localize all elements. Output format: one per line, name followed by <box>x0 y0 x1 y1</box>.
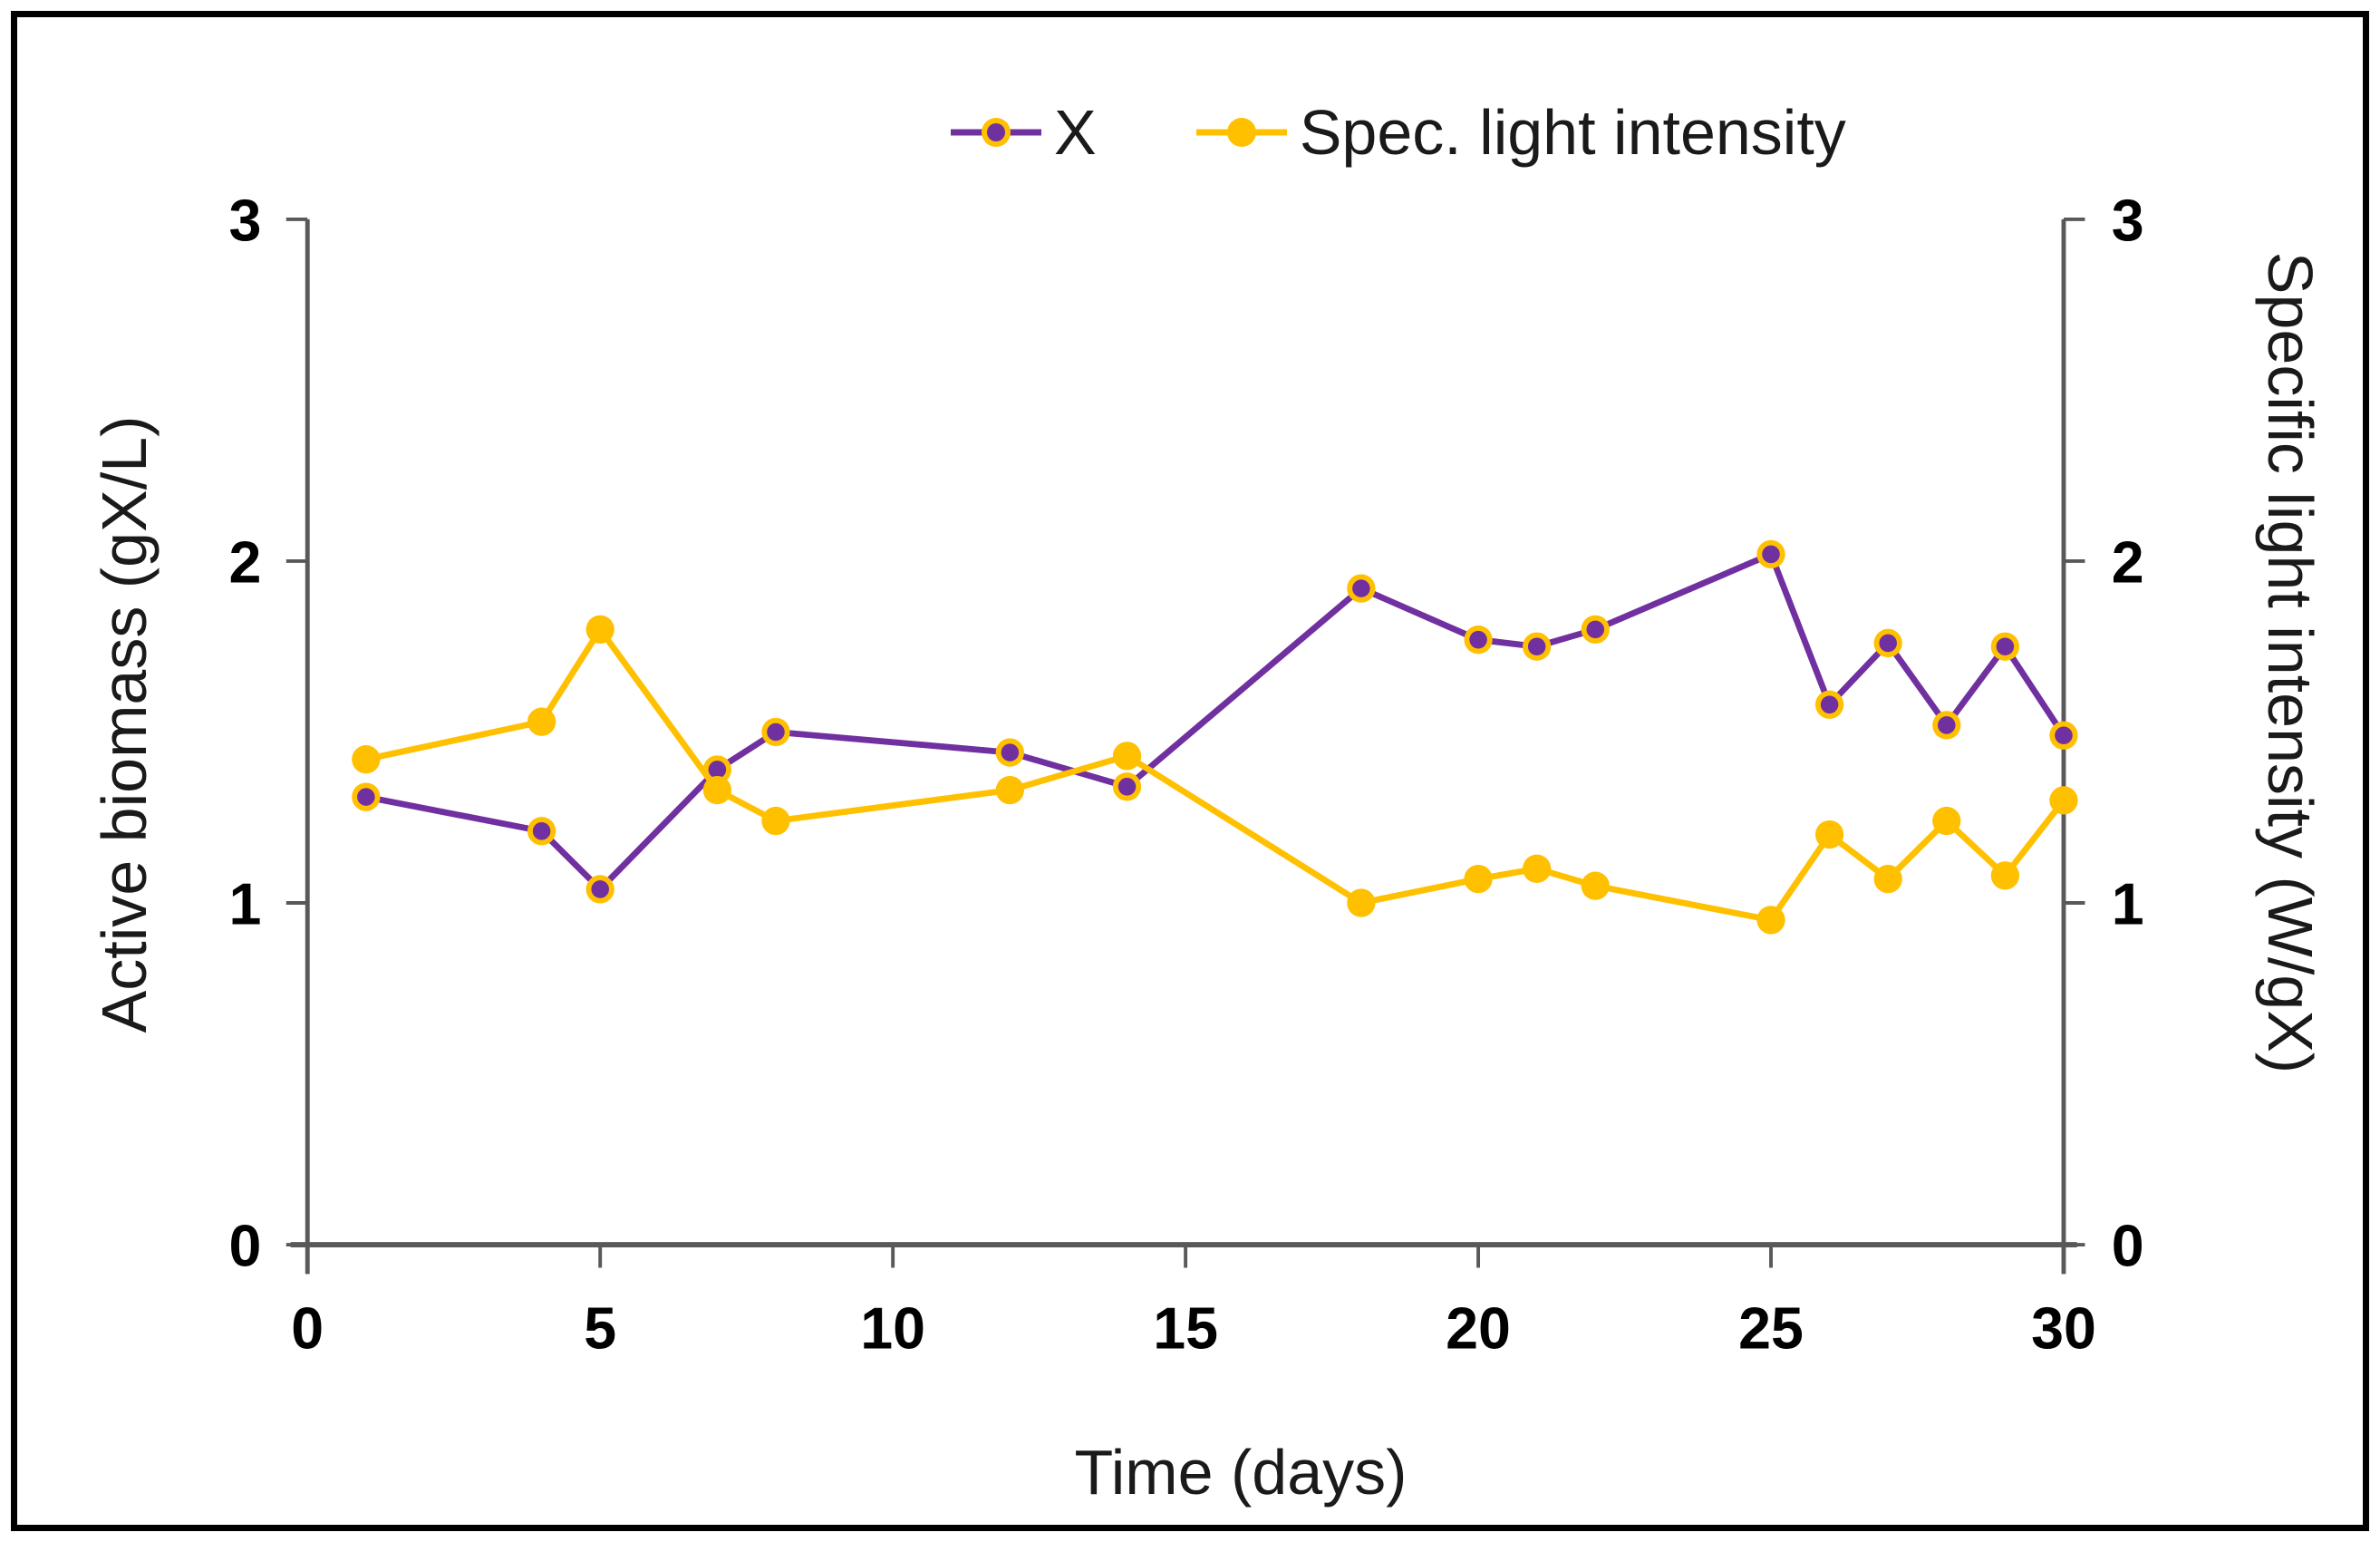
data-point-0 <box>767 723 785 742</box>
y-tick-label-right: 3 <box>2112 188 2144 253</box>
data-point-1 <box>1117 747 1137 765</box>
data-point-1 <box>708 781 727 800</box>
y-tick-label-right: 0 <box>2112 1214 2144 1279</box>
y-tick-label-right: 2 <box>2112 529 2144 595</box>
legend-item-spec-light: Spec. light intensity <box>1195 97 1846 168</box>
data-point-0 <box>1938 716 1956 734</box>
data-point-1 <box>591 620 609 639</box>
data-point-0 <box>1469 630 1487 649</box>
x-tick-label: 10 <box>860 1295 925 1361</box>
data-point-0 <box>591 880 609 898</box>
y-tick-label-right: 1 <box>2112 871 2144 936</box>
legend: X Spec. light intensity <box>951 101 1846 164</box>
y-axis-title-right: Specific light intensity (W/gX) <box>2255 251 2326 1074</box>
legend-label-spec-light: Spec. light intensity <box>1299 97 1846 168</box>
data-point-0 <box>1879 634 1897 653</box>
data-point-1 <box>532 713 551 731</box>
y-axis-title-left: Active biomass (gX/L) <box>89 415 160 1033</box>
legend-item-x: X <box>951 101 1097 164</box>
data-point-1 <box>357 750 375 769</box>
data-point-0 <box>1820 695 1839 714</box>
y-tick-label-left: 3 <box>229 188 262 253</box>
data-point-1 <box>2055 791 2073 810</box>
data-point-1 <box>1762 911 1780 929</box>
data-point-0 <box>1117 778 1137 796</box>
x-tick-label: 5 <box>584 1295 616 1361</box>
data-point-0 <box>357 788 375 806</box>
y-tick-label-left: 1 <box>229 871 262 936</box>
legend-marker-spec-light-icon <box>1195 118 1287 147</box>
x-tick-label: 20 <box>1446 1295 1511 1361</box>
x-tick-label: 15 <box>1153 1295 1218 1361</box>
legend-label-x: X <box>1054 97 1097 168</box>
series-line-0 <box>365 550 2066 893</box>
x-tick-label: 0 <box>291 1295 324 1361</box>
data-point-0 <box>708 761 727 779</box>
y-tick-label-left: 0 <box>229 1214 262 1279</box>
x-tick-label: 30 <box>2031 1295 2096 1361</box>
data-point-0 <box>2055 726 2073 745</box>
data-point-1 <box>767 811 785 830</box>
data-point-1 <box>1938 811 1956 830</box>
series-line-1 <box>365 626 2066 924</box>
data-point-1 <box>1820 825 1839 844</box>
x-tick-label: 25 <box>1738 1295 1804 1361</box>
data-point-1 <box>1469 869 1487 888</box>
y-tick-label-left: 2 <box>229 529 262 595</box>
data-point-1 <box>1879 869 1897 888</box>
data-point-0 <box>1001 743 1020 761</box>
data-point-0 <box>1996 637 2015 655</box>
data-point-0 <box>1352 579 1370 597</box>
chart-figure: 0 1 2 3 0 1 2 3 0 5 10 15 20 25 30 X Spec. light inten… <box>11 11 2369 1531</box>
data-point-1 <box>1586 877 1605 895</box>
legend-marker-x-icon <box>951 118 1041 147</box>
data-point-1 <box>1996 867 2015 885</box>
data-point-0 <box>532 822 551 840</box>
data-point-0 <box>1762 545 1780 564</box>
x-axis-title: Time (days) <box>1074 1437 1408 1508</box>
data-point-0 <box>1527 637 1546 655</box>
data-point-0 <box>1586 620 1605 639</box>
data-point-1 <box>1527 859 1546 878</box>
data-point-1 <box>1352 894 1370 912</box>
data-point-1 <box>1001 781 1020 800</box>
